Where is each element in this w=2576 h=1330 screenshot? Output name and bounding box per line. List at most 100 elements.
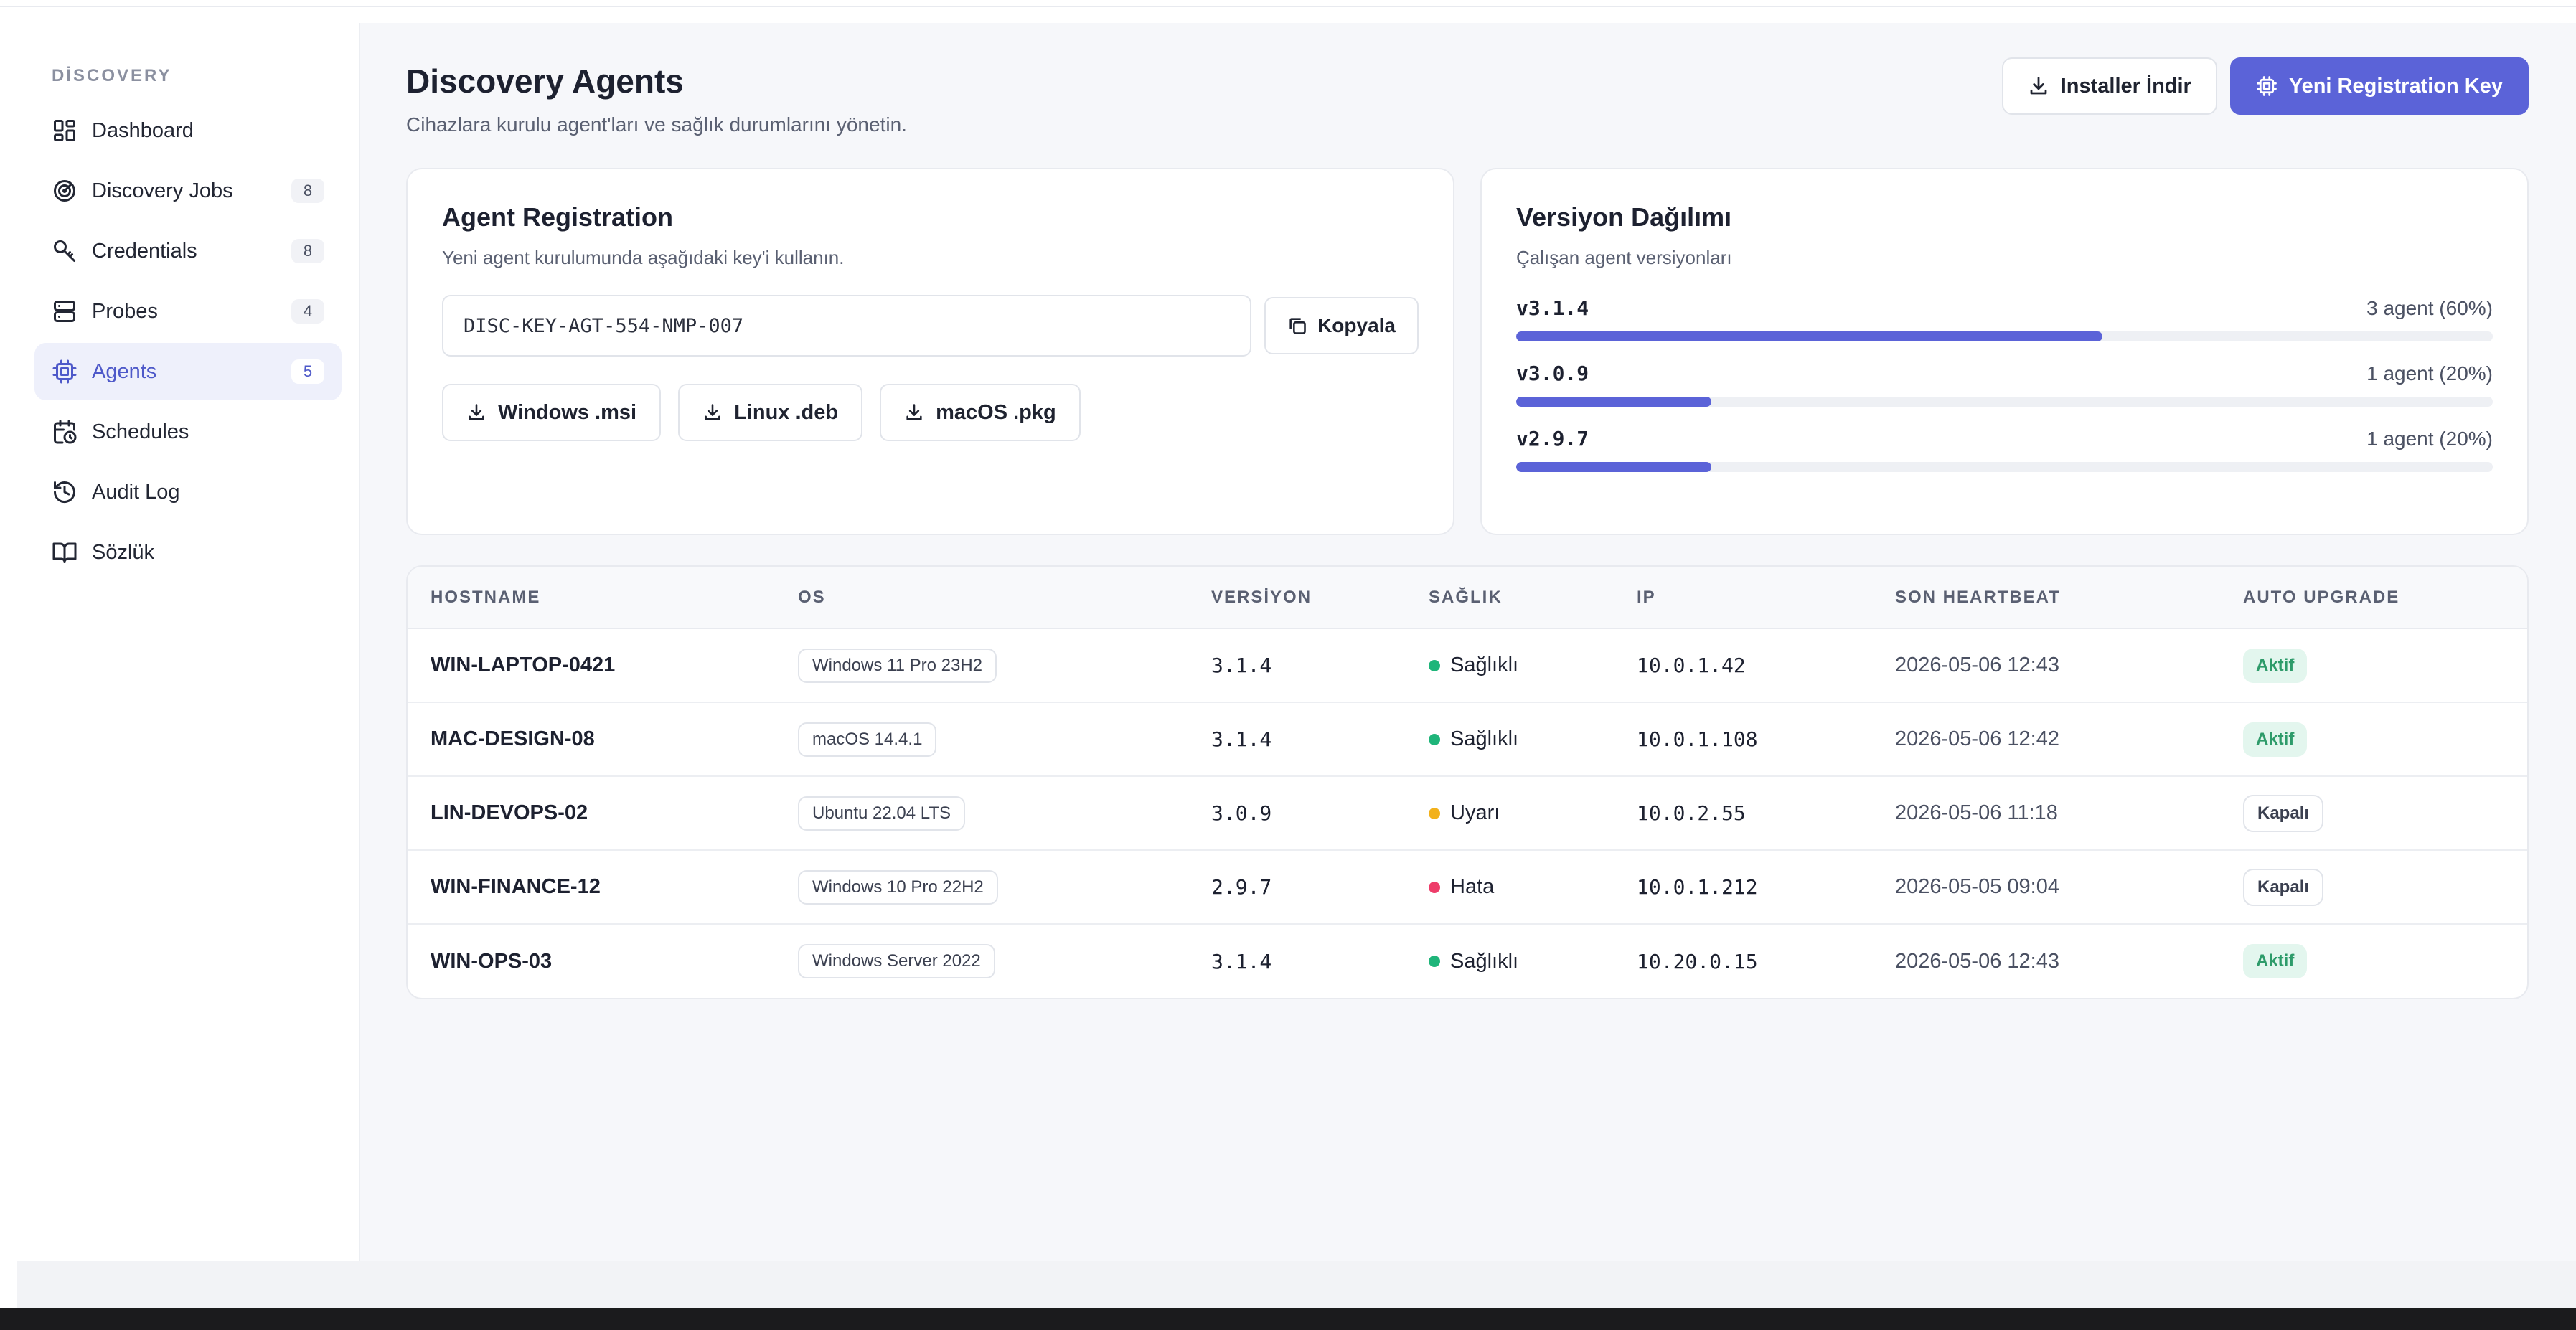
- table-row[interactable]: WIN-FINANCE-12 Windows 10 Pro 22H2 2.9.7 Ha…: [408, 850, 2527, 925]
- summary-cards: Agent Registration Yeni agent kurulumund…: [406, 168, 2529, 535]
- table-row[interactable]: LIN-DEVOPS-02 Ubuntu 22.04 LTS 3.0.9 Uyarı 1…: [408, 776, 2527, 851]
- window-bottom-edge: [0, 1308, 2576, 1330]
- auto-upgrade-badge[interactable]: Aktif: [2243, 944, 2308, 978]
- download-label: macOS .pkg: [936, 400, 1056, 424]
- heartbeat-cell: 2026-05-06 12:43: [1872, 628, 2220, 703]
- page-subtitle: Cihazlara kurulu agent'ları ve sağlık du…: [406, 113, 907, 136]
- heartbeat-cell: 2026-05-05 09:04: [1872, 850, 2220, 925]
- auto-upgrade-badge[interactable]: Aktif: [2243, 648, 2308, 683]
- auto-upgrade-cell: Aktif: [2220, 702, 2527, 777]
- version-bar-track: [1516, 331, 2493, 341]
- download-label: Linux .deb: [734, 400, 839, 424]
- column-header-heartbeat[interactable]: SON HEARTBEAT: [1872, 567, 2220, 629]
- table-row[interactable]: WIN-OPS-03 Windows Server 2022 3.1.4 Sağlık…: [408, 924, 2527, 998]
- health-cell: Uyarı: [1406, 776, 1614, 851]
- page-title: Discovery Agents: [406, 62, 684, 100]
- health-status-dot: [1429, 807, 1440, 819]
- auto-upgrade-badge[interactable]: Aktif: [2243, 722, 2308, 757]
- auto-upgrade-cell: Kapalı: [2220, 776, 2527, 851]
- installer-download-button[interactable]: Installer İndir: [2001, 57, 2217, 115]
- version-list: v3.1.4 3 agent (60%) v3.0.9 1 agent (20%…: [1516, 296, 2493, 472]
- version-distribution-card: Versiyon Dağılımı Çalışan agent versiyon…: [1480, 168, 2529, 535]
- download-icon: [906, 404, 922, 420]
- version-item: v3.0.9 1 agent (20%): [1516, 362, 2493, 407]
- sidebar-item-dashboard[interactable]: Dashboard: [34, 102, 342, 159]
- health-cell: Sağlıklı: [1406, 702, 1614, 777]
- server-icon: [52, 298, 77, 324]
- heartbeat-cell: 2026-05-06 12:43: [1895, 949, 2059, 973]
- os-badge: Windows 11 Pro 23H2: [798, 648, 997, 683]
- version-bar-track: [1516, 462, 2493, 472]
- health-status-dot: [1429, 881, 1440, 893]
- column-header-version[interactable]: VERSİYON: [1188, 567, 1406, 629]
- column-header-hostname[interactable]: HOSTNAME: [408, 567, 775, 629]
- download-linux-deb-button[interactable]: Linux .deb: [678, 384, 863, 441]
- column-header-os[interactable]: OS: [775, 567, 1188, 629]
- health-status-dot: [1429, 659, 1440, 671]
- health-cell: Sağlıklı: [1406, 924, 1614, 998]
- hostname-cell: WIN-OPS-03: [431, 949, 553, 973]
- history-icon: [52, 479, 77, 505]
- column-header-ip[interactable]: IP: [1614, 567, 1872, 629]
- auto-upgrade-cell: Kapalı: [2220, 850, 2527, 925]
- auto-upgrade-cell: Aktif: [2220, 924, 2527, 998]
- download-label: Windows .msi: [498, 400, 637, 424]
- card-title: Agent Registration: [442, 202, 674, 232]
- sidebar-item-sozluk[interactable]: Sözlük: [34, 524, 342, 581]
- sidebar-item-probes[interactable]: Probes 4: [34, 283, 342, 340]
- sidebar-item-label: Probes: [92, 299, 158, 323]
- sidebar-section-title: DİSCOVERY: [52, 66, 172, 85]
- table-row[interactable]: WIN-LAPTOP-0421 Windows 11 Pro 23H2 3.1.4 S…: [408, 628, 2527, 703]
- sidebar-item-discovery-jobs[interactable]: Discovery Jobs 8: [34, 162, 342, 220]
- ip-cell: 10.0.1.212: [1614, 850, 1872, 925]
- count-badge: 5: [291, 359, 324, 384]
- version-bar-track: [1516, 397, 2493, 407]
- health-cell: Hata: [1406, 850, 1614, 925]
- cpu-icon: [52, 359, 77, 385]
- app-shell: DİSCOVERY Dashboard Discovery Jobs 8 Cre…: [17, 23, 2576, 1261]
- window-top-edge: [0, 0, 2576, 7]
- copy-key-button[interactable]: Kopyala: [1264, 297, 1419, 354]
- sidebar-item-label: Schedules: [92, 420, 189, 443]
- agents-table: HOSTNAME OS VERSİYON SAĞLIK IP SON HEART…: [408, 567, 2527, 998]
- version-cell: 3.1.4: [1188, 702, 1406, 777]
- download-icon: [705, 404, 720, 420]
- page-header: Discovery Agents Cihazlara kurulu agent'…: [406, 57, 2529, 168]
- sidebar-item-audit-log[interactable]: Audit Log: [34, 463, 342, 521]
- sidebar-item-schedules[interactable]: Schedules: [34, 403, 342, 461]
- copy-icon: [1289, 318, 1306, 334]
- agents-table-card: HOSTNAME OS VERSİYON SAĞLIK IP SON HEART…: [406, 565, 2529, 999]
- card-subtitle: Yeni agent kurulumunda aşağıdaki key'i k…: [442, 247, 845, 268]
- card-title: Versiyon Dağılımı: [1516, 202, 1732, 232]
- ip-cell: 10.0.1.42: [1614, 628, 1872, 703]
- column-header-health[interactable]: SAĞLIK: [1406, 567, 1614, 629]
- health-status-dot: [1429, 733, 1440, 745]
- column-header-auto-upgrade[interactable]: AUTO UPGRADE: [2220, 567, 2527, 629]
- version-count: 1 agent (20%): [2366, 427, 2493, 450]
- os-cell: macOS 14.4.1: [775, 702, 1188, 777]
- table-row[interactable]: MAC-DESIGN-08 macOS 14.4.1 3.1.4 Sağlıklı 10…: [408, 702, 2527, 777]
- health-label: Hata: [1450, 875, 1495, 899]
- download-icon: [2030, 77, 2047, 95]
- sidebar-item-label: Dashboard: [92, 118, 194, 142]
- sidebar: DİSCOVERY Dashboard Discovery Jobs 8 Cre…: [17, 23, 360, 1261]
- radar-icon: [52, 178, 77, 204]
- status-strip: [17, 1261, 2576, 1308]
- auto-upgrade-badge[interactable]: Kapalı: [2243, 794, 2324, 832]
- download-icon: [469, 404, 484, 420]
- auto-upgrade-badge[interactable]: Kapalı: [2243, 868, 2324, 906]
- sidebar-item-agents[interactable]: Agents 5: [34, 343, 342, 400]
- sidebar-item-credentials[interactable]: Credentials 8: [34, 222, 342, 280]
- sidebar-item-label: Agents: [92, 359, 157, 383]
- download-windows-msi-button[interactable]: Windows .msi: [442, 384, 662, 441]
- new-registration-key-button[interactable]: Yeni Registration Key: [2229, 57, 2529, 115]
- dashboard-icon: [52, 118, 77, 143]
- os-cell: Windows 10 Pro 22H2: [775, 850, 1188, 925]
- new-registration-key-label: Yeni Registration Key: [2288, 74, 2503, 98]
- book-icon: [52, 539, 77, 565]
- registration-key-row: DISC-KEY-AGT-554-NMP-007 Kopyala: [442, 295, 1419, 357]
- version-item: v3.1.4 3 agent (60%): [1516, 296, 2493, 341]
- registration-key-field[interactable]: DISC-KEY-AGT-554-NMP-007: [442, 295, 1252, 357]
- download-macos-pkg-button[interactable]: macOS .pkg: [880, 384, 1081, 441]
- os-badge: Windows 10 Pro 22H2: [798, 869, 998, 905]
